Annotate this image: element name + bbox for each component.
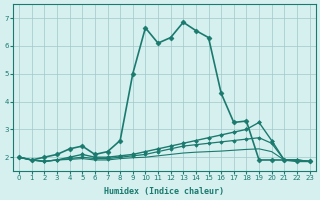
X-axis label: Humidex (Indice chaleur): Humidex (Indice chaleur) [104,187,224,196]
